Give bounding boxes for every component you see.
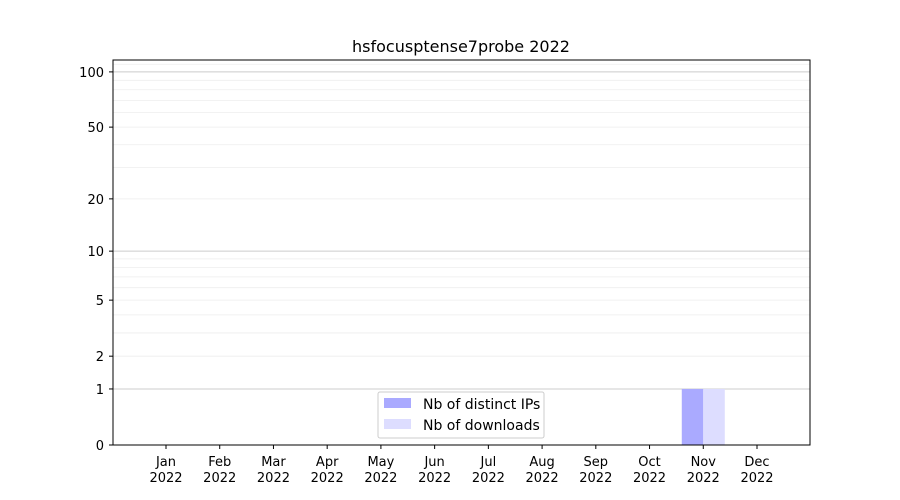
y-tick-label: 20: [87, 193, 104, 208]
y-axis: 0 1 2 5 10 20 50 100: [79, 66, 113, 454]
x-tick-label-month: Dec: [744, 455, 769, 470]
x-tick-label-year: 2022: [472, 471, 505, 486]
y-tick-label: 50: [87, 121, 104, 136]
legend-swatch-ips: [384, 398, 411, 408]
x-tick-label-year: 2022: [687, 471, 720, 486]
gridlines: [113, 63, 810, 390]
chart-title: hsfocusptense7probe 2022: [352, 37, 570, 56]
y-tick-label: 100: [79, 66, 104, 81]
x-tick-label-month: Apr: [316, 455, 339, 470]
y-tick-label: 1: [96, 383, 104, 398]
x-tick-label-year: 2022: [203, 471, 236, 486]
x-tick-label-year: 2022: [579, 471, 612, 486]
legend-box: [377, 391, 545, 439]
plot-frame: [112, 59, 811, 446]
x-tick-label-year: 2022: [364, 471, 397, 486]
x-tick-label-year: 2022: [257, 471, 290, 486]
y-tick-label: 0: [96, 439, 104, 454]
y-tick-label: 5: [96, 294, 104, 309]
y-tick-label: 10: [87, 245, 104, 260]
x-tick-label-month: Nov: [691, 455, 717, 470]
x-tick-label-month: May: [367, 455, 394, 470]
bar-distinct-ips: [681, 388, 704, 445]
legend-label-ips: Nb of distinct IPs: [423, 397, 540, 413]
x-tick-label-month: Mar: [261, 455, 286, 470]
legend-swatch-downloads: [384, 419, 411, 429]
x-tick-label-year: 2022: [740, 471, 773, 486]
x-tick-label-month: Jul: [480, 455, 497, 470]
x-tick-label-year: 2022: [149, 471, 182, 486]
x-tick-label-year: 2022: [526, 471, 559, 486]
x-tick-label-month: Feb: [208, 455, 231, 470]
bars: [681, 388, 725, 445]
legend-label-downloads: Nb of downloads: [423, 418, 540, 434]
y-tick-label: 2: [96, 350, 104, 365]
bar-downloads: [703, 388, 725, 445]
x-tick-label-month: Jun: [423, 455, 444, 470]
x-tick-label-year: 2022: [311, 471, 344, 486]
x-tick-label-month: Aug: [529, 455, 554, 470]
x-axis: Jan2022Feb2022Mar2022Apr2022May2022Jun20…: [149, 445, 774, 486]
x-tick-label-year: 2022: [633, 471, 666, 486]
x-tick-label-year: 2022: [418, 471, 451, 486]
x-tick-label-month: Jan: [155, 455, 176, 470]
x-tick-label-month: Oct: [638, 455, 660, 470]
legend: Nb of distinct IPs Nb of downloads: [377, 391, 545, 439]
x-tick-label-month: Sep: [584, 455, 609, 470]
